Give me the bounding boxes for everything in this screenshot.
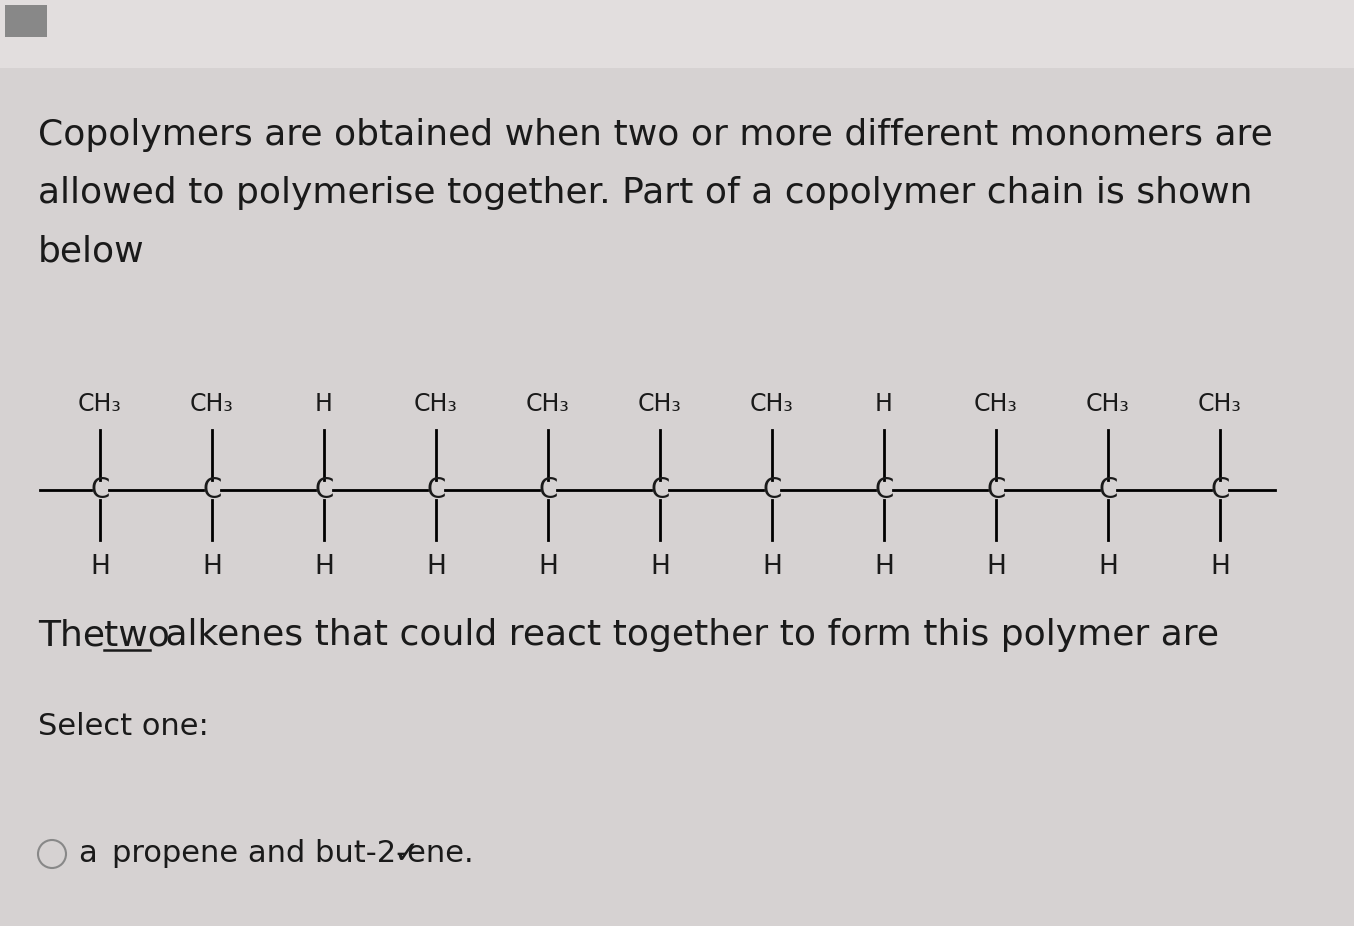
Text: H: H bbox=[762, 554, 783, 580]
Text: H: H bbox=[1098, 554, 1118, 580]
Text: C: C bbox=[314, 476, 333, 504]
Text: C: C bbox=[650, 476, 670, 504]
Text: propene and but-2-ene.: propene and but-2-ene. bbox=[112, 840, 474, 869]
Text: H: H bbox=[650, 554, 670, 580]
Text: CH₃: CH₃ bbox=[527, 392, 570, 416]
Text: H: H bbox=[427, 554, 445, 580]
Text: C: C bbox=[202, 476, 222, 504]
Text: H: H bbox=[91, 554, 110, 580]
Text: below: below bbox=[38, 234, 145, 268]
Text: C: C bbox=[1098, 476, 1117, 504]
Text: C: C bbox=[91, 476, 110, 504]
Text: CH₃: CH₃ bbox=[638, 392, 682, 416]
Text: C: C bbox=[762, 476, 781, 504]
FancyBboxPatch shape bbox=[5, 5, 47, 37]
Text: allowed to polymerise together. Part of a copolymer chain is shown: allowed to polymerise together. Part of … bbox=[38, 176, 1252, 210]
Text: CH₃: CH₃ bbox=[750, 392, 793, 416]
Text: ✓: ✓ bbox=[394, 840, 420, 869]
Text: a: a bbox=[79, 840, 96, 869]
Text: C: C bbox=[539, 476, 558, 504]
Text: Copolymers are obtained when two or more different monomers are: Copolymers are obtained when two or more… bbox=[38, 118, 1273, 152]
Text: CH₃: CH₃ bbox=[1086, 392, 1131, 416]
Text: CH₃: CH₃ bbox=[974, 392, 1018, 416]
Text: H: H bbox=[1210, 554, 1229, 580]
Text: H: H bbox=[986, 554, 1006, 580]
Text: CH₃: CH₃ bbox=[1198, 392, 1242, 416]
Text: H: H bbox=[315, 392, 333, 416]
Text: H: H bbox=[314, 554, 334, 580]
Text: C: C bbox=[986, 476, 1006, 504]
Text: C: C bbox=[1210, 476, 1229, 504]
Text: alkenes that could react together to form this polymer are: alkenes that could react together to for… bbox=[154, 618, 1219, 652]
Text: CH₃: CH₃ bbox=[414, 392, 458, 416]
Text: CH₃: CH₃ bbox=[190, 392, 234, 416]
Text: C: C bbox=[427, 476, 445, 504]
Text: CH₃: CH₃ bbox=[79, 392, 122, 416]
FancyBboxPatch shape bbox=[0, 0, 1354, 68]
Text: H: H bbox=[538, 554, 558, 580]
Text: C: C bbox=[875, 476, 894, 504]
Text: Select one:: Select one: bbox=[38, 712, 209, 741]
Text: The: The bbox=[38, 618, 116, 652]
Text: H: H bbox=[875, 554, 894, 580]
Text: H: H bbox=[202, 554, 222, 580]
Text: two: two bbox=[104, 618, 169, 652]
Text: H: H bbox=[875, 392, 892, 416]
